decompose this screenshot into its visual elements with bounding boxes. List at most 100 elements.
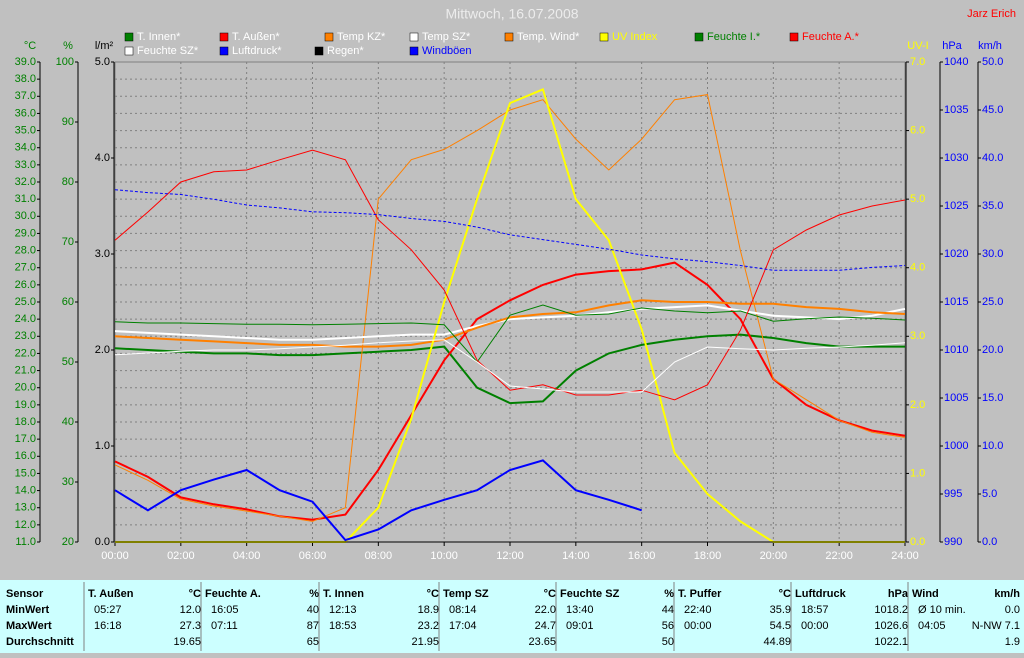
y-tick-label: 45.0 — [982, 104, 1003, 116]
legend-label: Temp KZ* — [337, 31, 386, 43]
axis-label: l/m² — [95, 40, 114, 52]
max-time: 07:11 — [211, 620, 238, 632]
column-unit: hPa — [888, 588, 909, 600]
min-time: 22:40 — [684, 604, 712, 616]
y-tick-label: 50 — [62, 356, 74, 368]
y-tick-label: 27.0 — [15, 262, 36, 274]
legend-swatch — [124, 32, 134, 42]
max-value: 54.5 — [770, 620, 791, 632]
row-label: MaxWert — [6, 620, 52, 632]
x-tick-label: 24:00 — [891, 550, 919, 562]
legend-label: Regen* — [327, 45, 364, 57]
author: Jarz Erich — [967, 8, 1016, 20]
y-tick-label: 2.0 — [910, 399, 925, 411]
legend-label: T. Innen* — [137, 31, 181, 43]
y-tick-label: 1000 — [944, 440, 968, 452]
max-value: 24.7 — [535, 620, 556, 632]
y-tick-label: 17.0 — [15, 433, 36, 445]
avg-value: 65 — [307, 636, 319, 648]
y-tick-label: 24.0 — [15, 313, 36, 325]
x-tick-label: 10:00 — [430, 550, 458, 562]
stats-table: Sensor MinWert MaxWert Durchschnitt T. Außen… — [0, 580, 1024, 653]
max-value: 1026.6 — [874, 620, 908, 632]
y-tick-label: 31.0 — [15, 193, 36, 205]
y-tick-label: 30.0 — [15, 210, 36, 222]
y-tick-label: 1005 — [944, 392, 968, 404]
y-tick-label: 39.0 — [15, 56, 36, 68]
y-tick-label: 38.0 — [15, 73, 36, 85]
y-tick-label: 22.0 — [15, 347, 36, 359]
series-line — [114, 459, 643, 542]
column-name: T. Puffer — [678, 588, 722, 600]
series-line — [114, 339, 906, 393]
y-tick-label: 5.0 — [982, 488, 997, 500]
row-label: Sensor — [6, 588, 44, 600]
avg-value: 1.9 — [1005, 636, 1020, 648]
legend-label: T. Außen* — [232, 31, 280, 43]
y-tick-label: 7.0 — [910, 56, 925, 68]
legend-label: Luftdruck* — [232, 45, 282, 57]
axis-label: hPa — [942, 40, 962, 52]
y-tick-label: 0.0 — [982, 536, 997, 548]
y-tick-label: 25.0 — [982, 296, 1003, 308]
min-value: 44 — [662, 604, 674, 616]
row-label: Durchschnitt — [6, 636, 74, 648]
legend-swatch — [504, 32, 514, 42]
y-tick-label: 10.0 — [982, 440, 1003, 452]
min-time: 08:14 — [449, 604, 477, 616]
y-tick-label: 3.0 — [95, 248, 110, 260]
min-time: 05:27 — [94, 604, 122, 616]
legend-label: Feuchte A.* — [802, 31, 860, 43]
x-tick-label: 06:00 — [299, 550, 327, 562]
x-tick-label: 08:00 — [365, 550, 393, 562]
y-tick-label: 5.0 — [910, 193, 925, 205]
column-unit: km/h — [994, 588, 1020, 600]
y-tick-label: 26.0 — [15, 279, 36, 291]
y-tick-label: 20.0 — [15, 382, 36, 394]
series-line — [114, 149, 906, 401]
max-value: N-NW 7.1 — [972, 620, 1020, 632]
y-tick-label: 100 — [56, 56, 74, 68]
max-value: 56 — [662, 620, 674, 632]
y-tick-label: 5.0 — [95, 56, 110, 68]
y-tick-label: 40.0 — [982, 152, 1003, 164]
column-unit: °C — [427, 588, 439, 600]
y-tick-label: 14.0 — [15, 484, 36, 496]
row-label: MinWert — [6, 604, 50, 616]
y-tick-label: 1040 — [944, 56, 968, 68]
max-time: 09:01 — [566, 620, 594, 632]
y-tick-label: 60 — [62, 296, 74, 308]
y-tick-label: 3.0 — [910, 330, 925, 342]
avg-value: 21.95 — [411, 636, 439, 648]
legend-label: Temp SZ* — [422, 31, 471, 43]
max-time: 16:18 — [94, 620, 122, 632]
axis-label: km/h — [978, 40, 1002, 52]
y-tick-label: 19.0 — [15, 399, 36, 411]
x-tick-label: 18:00 — [694, 550, 722, 562]
y-tick-label: 50.0 — [982, 56, 1003, 68]
y-tick-label: 30.0 — [982, 248, 1003, 260]
y-tick-label: 37.0 — [15, 90, 36, 102]
y-tick-label: 90 — [62, 116, 74, 128]
legend-swatch — [409, 46, 419, 56]
table-background — [0, 580, 1024, 653]
avg-value: 44.89 — [763, 636, 791, 648]
column-name: Temp SZ — [443, 588, 489, 600]
max-time: 00:00 — [684, 620, 712, 632]
legend-label: Feuchte SZ* — [137, 45, 199, 57]
y-tick-label: 990 — [944, 536, 962, 548]
min-time: 13:40 — [566, 604, 594, 616]
min-value: 22.0 — [535, 604, 556, 616]
chart-title: Mittwoch, 16.07.2008 — [445, 6, 578, 22]
min-value: 35.9 — [770, 604, 791, 616]
y-tick-label: 18.0 — [15, 416, 36, 428]
y-tick-label: 35.0 — [15, 124, 36, 136]
min-value: 18.9 — [418, 604, 439, 616]
y-tick-label: 1020 — [944, 248, 968, 260]
column-name: Feuchte A. — [205, 588, 261, 600]
min-time: 18:57 — [801, 604, 829, 616]
y-tick-label: 40 — [62, 416, 74, 428]
column-name: Wind — [912, 588, 939, 600]
